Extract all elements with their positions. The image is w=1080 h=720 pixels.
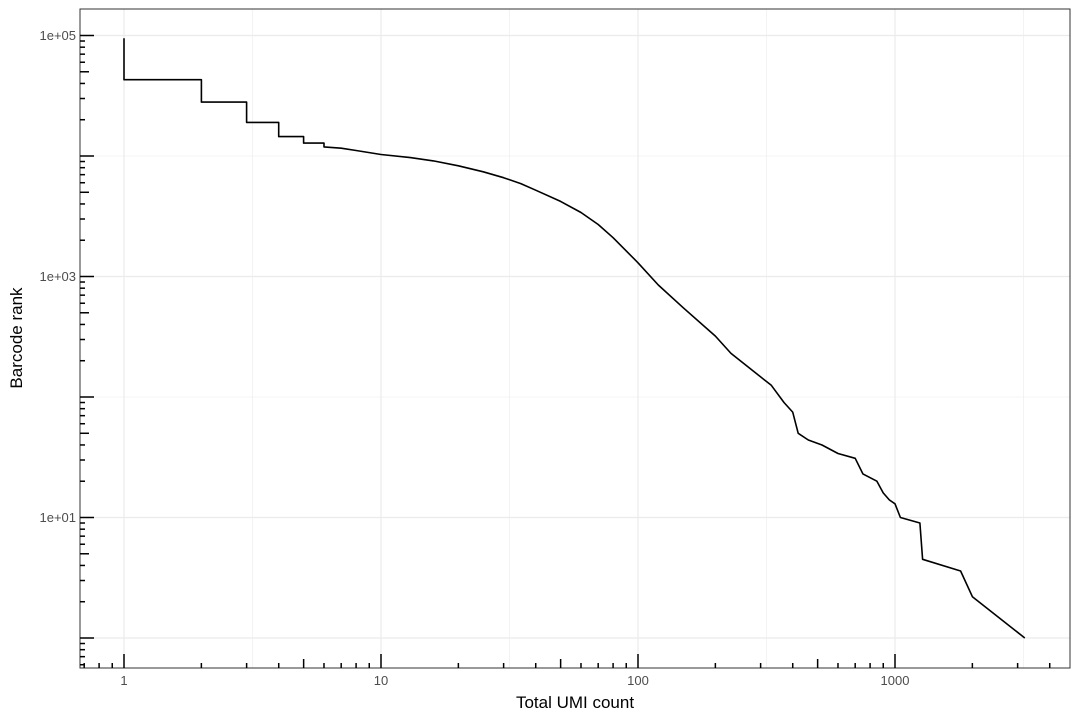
axis-tick-labels: 1 10 100 1000 1e+01 1e+03 1e+05 <box>39 28 909 688</box>
y-tick-label: 1e+01 <box>39 510 76 525</box>
y-axis-title: Barcode rank <box>7 287 26 389</box>
x-tick-label: 100 <box>627 673 649 688</box>
axis-ticks <box>80 34 1051 668</box>
x-tick-label: 1000 <box>881 673 910 688</box>
x-axis-title: Total UMI count <box>516 693 634 712</box>
x-tick-label: 10 <box>374 673 388 688</box>
y-tick-label: 1e+03 <box>39 269 76 284</box>
x-tick-label: 1 <box>120 673 127 688</box>
y-tick-label: 1e+05 <box>39 28 76 43</box>
barcode-rank-line <box>123 38 1026 639</box>
grid-lines <box>80 9 1070 668</box>
data-line-layer <box>123 38 1026 639</box>
panel-border <box>79 8 1071 669</box>
